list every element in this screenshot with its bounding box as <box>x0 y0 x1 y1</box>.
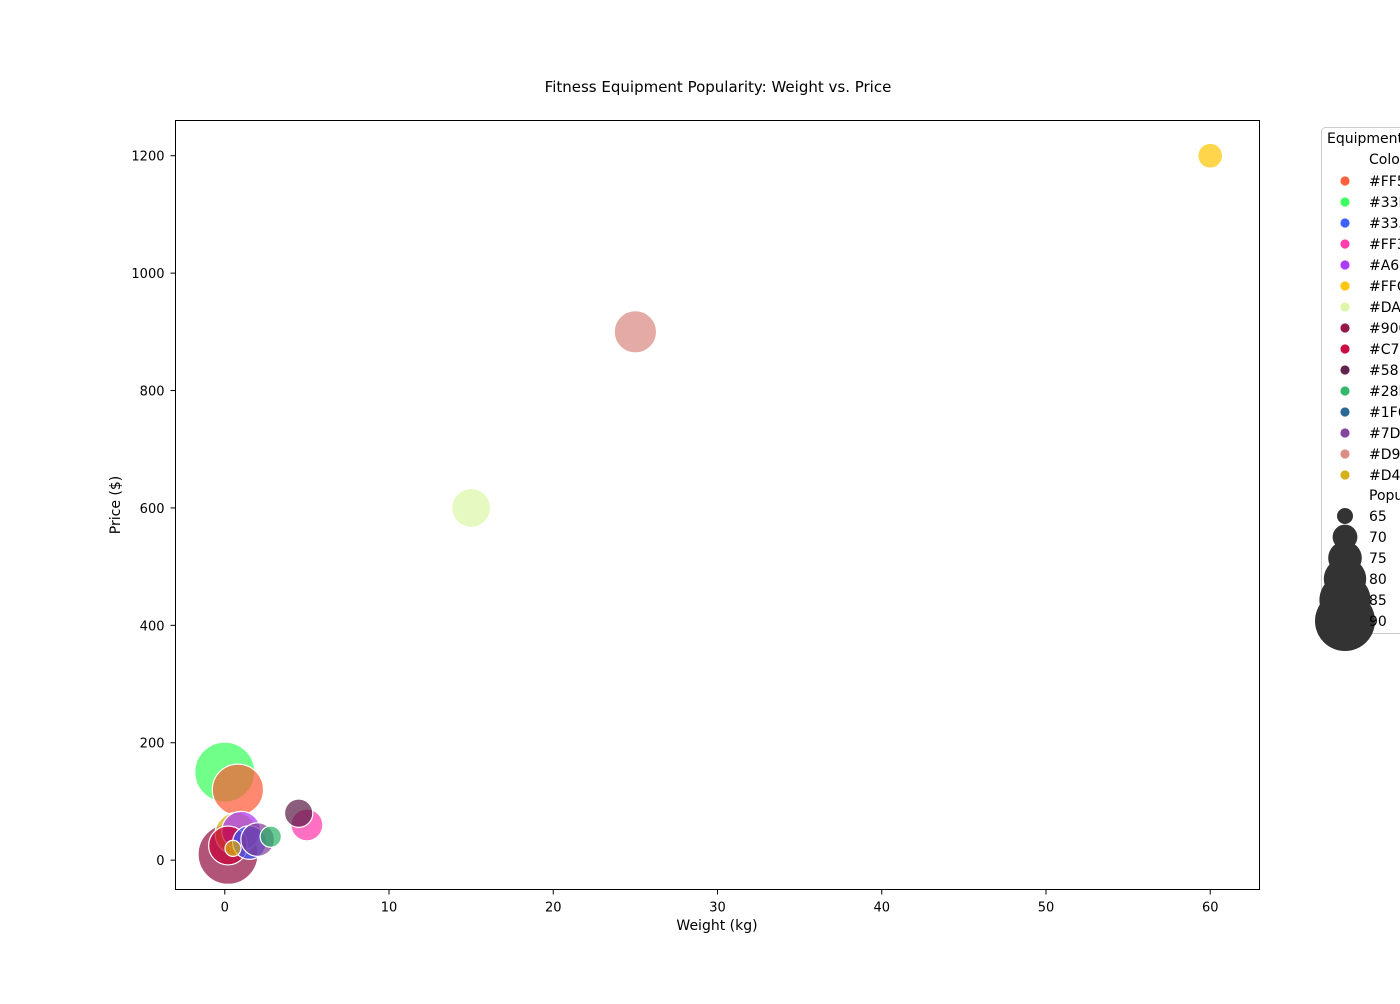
data-point <box>285 799 313 827</box>
data-point <box>1198 143 1223 168</box>
legend-color-swatch <box>1340 218 1350 228</box>
plot-area <box>176 121 1260 890</box>
y-tick-label: 0 <box>156 854 164 869</box>
legend-color-swatch <box>1340 281 1350 291</box>
legend-size-label: 65 <box>1369 509 1387 525</box>
data-point <box>452 488 491 527</box>
x-tick-label: 60 <box>1202 901 1219 916</box>
x-axis-label: Weight (kg) <box>676 918 757 934</box>
legend-color-swatch <box>1340 449 1350 459</box>
data-point <box>614 311 656 353</box>
legend: Equipment Colo #FF5 #33F #335 #FF3 #A63 #FFC #… <box>1315 128 1400 652</box>
legend-size-label: 90 <box>1369 614 1387 630</box>
x-tick-label: 30 <box>709 901 726 916</box>
legend-size-label: 85 <box>1369 593 1387 609</box>
legend-color-label: #FF3 <box>1369 237 1400 253</box>
legend-color-label: #900 <box>1369 321 1400 337</box>
x-axis: 0 10 20 30 40 50 60 <box>221 890 1219 916</box>
legend-color-swatch <box>1340 302 1350 312</box>
legend-color-label: #1F6 <box>1369 405 1400 421</box>
legend-color-swatch <box>1340 428 1350 438</box>
data-point <box>212 764 263 815</box>
y-tick-label: 1200 <box>131 150 164 165</box>
y-axis-label: Price ($) <box>108 476 124 534</box>
legend-color-swatch <box>1340 197 1350 207</box>
legend-color-label: #D4 <box>1369 468 1400 484</box>
legend-color-label: #581 <box>1369 363 1400 379</box>
legend-color-swatch <box>1340 239 1350 249</box>
legend-size-label: 75 <box>1369 551 1387 567</box>
legend-size-header: Popu <box>1369 488 1400 504</box>
data-point <box>225 840 241 856</box>
legend-size-label: 70 <box>1369 530 1387 546</box>
legend-color-header: Colo <box>1369 152 1400 168</box>
y-axis: 0 200 400 600 800 1000 1200 <box>131 150 175 869</box>
legend-color-swatch <box>1340 344 1350 354</box>
chart-title: Fitness Equipment Popularity: Weight vs.… <box>545 78 892 96</box>
plot-frame <box>176 121 1260 890</box>
y-tick-label: 600 <box>140 502 165 517</box>
legend-color-swatch <box>1340 386 1350 396</box>
y-tick-label: 200 <box>140 737 165 752</box>
legend-color-label: #C70 <box>1369 342 1400 358</box>
legend-color-label: #335 <box>1369 216 1400 232</box>
legend-color-label: #FFC <box>1369 279 1400 295</box>
y-tick-label: 1000 <box>131 267 164 282</box>
legend-color-label: #33F <box>1369 195 1400 211</box>
data-point <box>260 826 281 847</box>
x-tick-label: 40 <box>873 901 890 916</box>
y-tick-label: 400 <box>140 619 165 634</box>
legend-size-label: 80 <box>1369 572 1387 588</box>
legend-color-swatch <box>1340 260 1350 270</box>
x-tick-label: 20 <box>545 901 562 916</box>
legend-color-label: #A63 <box>1369 258 1400 274</box>
legend-color-label: #D9 <box>1369 447 1400 463</box>
points-layer <box>195 143 1223 884</box>
legend-color-label: #28B <box>1369 384 1400 400</box>
legend-color-label: #7D <box>1369 426 1400 442</box>
x-tick-label: 50 <box>1038 901 1055 916</box>
legend-color-swatch <box>1340 323 1350 333</box>
x-tick-label: 10 <box>381 901 398 916</box>
legend-color-swatch <box>1340 470 1350 480</box>
legend-color-label: #DA <box>1369 300 1400 316</box>
legend-title: Equipment <box>1327 131 1400 147</box>
y-tick-label: 800 <box>140 385 165 400</box>
legend-size-marker <box>1315 591 1375 651</box>
legend-color-swatch <box>1340 176 1350 186</box>
legend-color-label: #FF5 <box>1369 174 1400 190</box>
legend-color-swatch <box>1340 407 1350 417</box>
legend-color-swatch <box>1340 365 1350 375</box>
legend-size-marker <box>1337 508 1353 524</box>
x-tick-label: 0 <box>221 901 229 916</box>
